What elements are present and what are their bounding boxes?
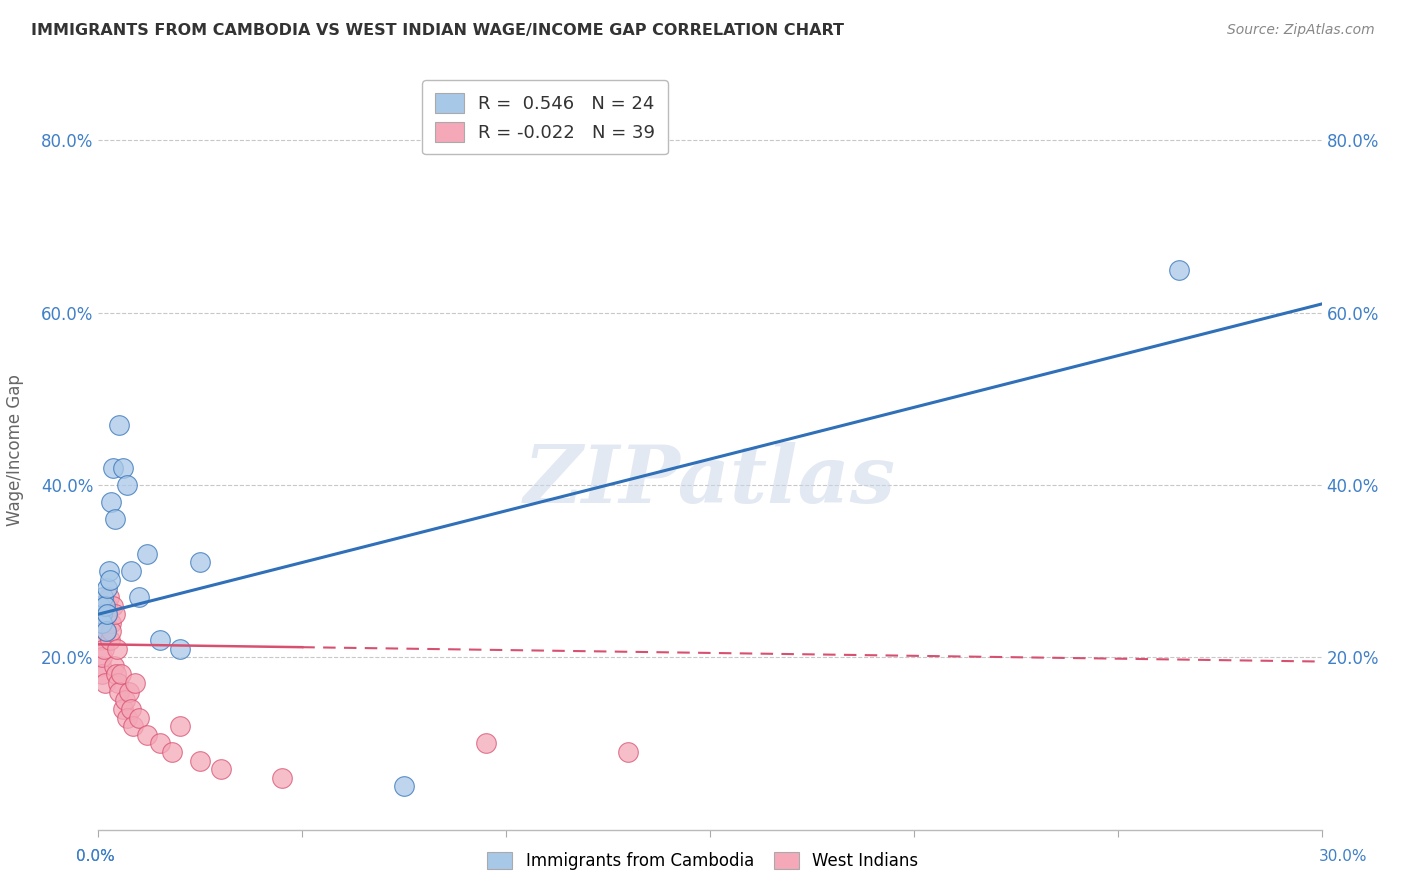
- Point: [474, 736, 498, 750]
- Point: [93, 641, 115, 656]
- Point: [108, 417, 131, 432]
- Y-axis label: Wage/Income Gap: Wage/Income Gap: [7, 375, 24, 526]
- Point: [149, 736, 172, 750]
- Point: [270, 771, 294, 785]
- Point: [100, 624, 122, 639]
- Point: [107, 676, 129, 690]
- Point: [104, 512, 127, 526]
- Text: ZIPatlas: ZIPatlas: [524, 442, 896, 519]
- Point: [118, 684, 141, 698]
- Point: [105, 641, 128, 656]
- Point: [96, 607, 118, 622]
- Point: [120, 702, 142, 716]
- Point: [111, 460, 134, 475]
- Point: [94, 624, 117, 639]
- Point: [97, 590, 120, 604]
- Point: [91, 615, 114, 630]
- Point: [98, 633, 121, 648]
- Point: [100, 495, 122, 509]
- Point: [100, 615, 122, 630]
- Text: 30.0%: 30.0%: [1319, 849, 1367, 864]
- Text: 0.0%: 0.0%: [76, 849, 115, 864]
- Point: [89, 633, 111, 648]
- Text: Source: ZipAtlas.com: Source: ZipAtlas.com: [1227, 23, 1375, 37]
- Point: [94, 676, 117, 690]
- Legend: R =  0.546   N = 24, R = -0.022   N = 39: R = 0.546 N = 24, R = -0.022 N = 39: [422, 80, 668, 154]
- Point: [188, 754, 212, 768]
- Point: [110, 667, 132, 681]
- Point: [114, 693, 136, 707]
- Point: [91, 590, 114, 604]
- Point: [91, 650, 114, 665]
- Point: [90, 658, 112, 673]
- Point: [91, 615, 114, 630]
- Point: [89, 599, 111, 613]
- Point: [160, 745, 183, 759]
- Point: [101, 599, 124, 613]
- Point: [120, 564, 142, 578]
- Point: [149, 633, 172, 648]
- Point: [209, 762, 232, 776]
- Point: [124, 676, 146, 690]
- Point: [103, 658, 125, 673]
- Point: [115, 478, 138, 492]
- Text: IMMIGRANTS FROM CAMBODIA VS WEST INDIAN WAGE/INCOME GAP CORRELATION CHART: IMMIGRANTS FROM CAMBODIA VS WEST INDIAN …: [31, 23, 844, 38]
- Point: [96, 607, 118, 622]
- Point: [90, 667, 112, 681]
- Point: [111, 702, 134, 716]
- Point: [617, 745, 640, 759]
- Point: [136, 728, 159, 742]
- Point: [128, 590, 150, 604]
- Legend: Immigrants from Cambodia, West Indians: Immigrants from Cambodia, West Indians: [481, 845, 925, 877]
- Point: [98, 573, 121, 587]
- Point: [136, 547, 159, 561]
- Point: [108, 684, 131, 698]
- Point: [97, 564, 120, 578]
- Point: [96, 582, 118, 596]
- Point: [188, 556, 212, 570]
- Text: 0.0%: 0.0%: [76, 849, 115, 864]
- Point: [93, 599, 115, 613]
- Point: [104, 607, 127, 622]
- Point: [169, 641, 191, 656]
- Point: [1167, 262, 1189, 277]
- Point: [96, 599, 118, 613]
- Point: [90, 607, 112, 622]
- Point: [115, 710, 138, 724]
- Point: [392, 780, 416, 794]
- Point: [104, 667, 127, 681]
- Point: [122, 719, 145, 733]
- Point: [94, 624, 117, 639]
- Point: [169, 719, 191, 733]
- Point: [128, 710, 150, 724]
- Point: [101, 460, 124, 475]
